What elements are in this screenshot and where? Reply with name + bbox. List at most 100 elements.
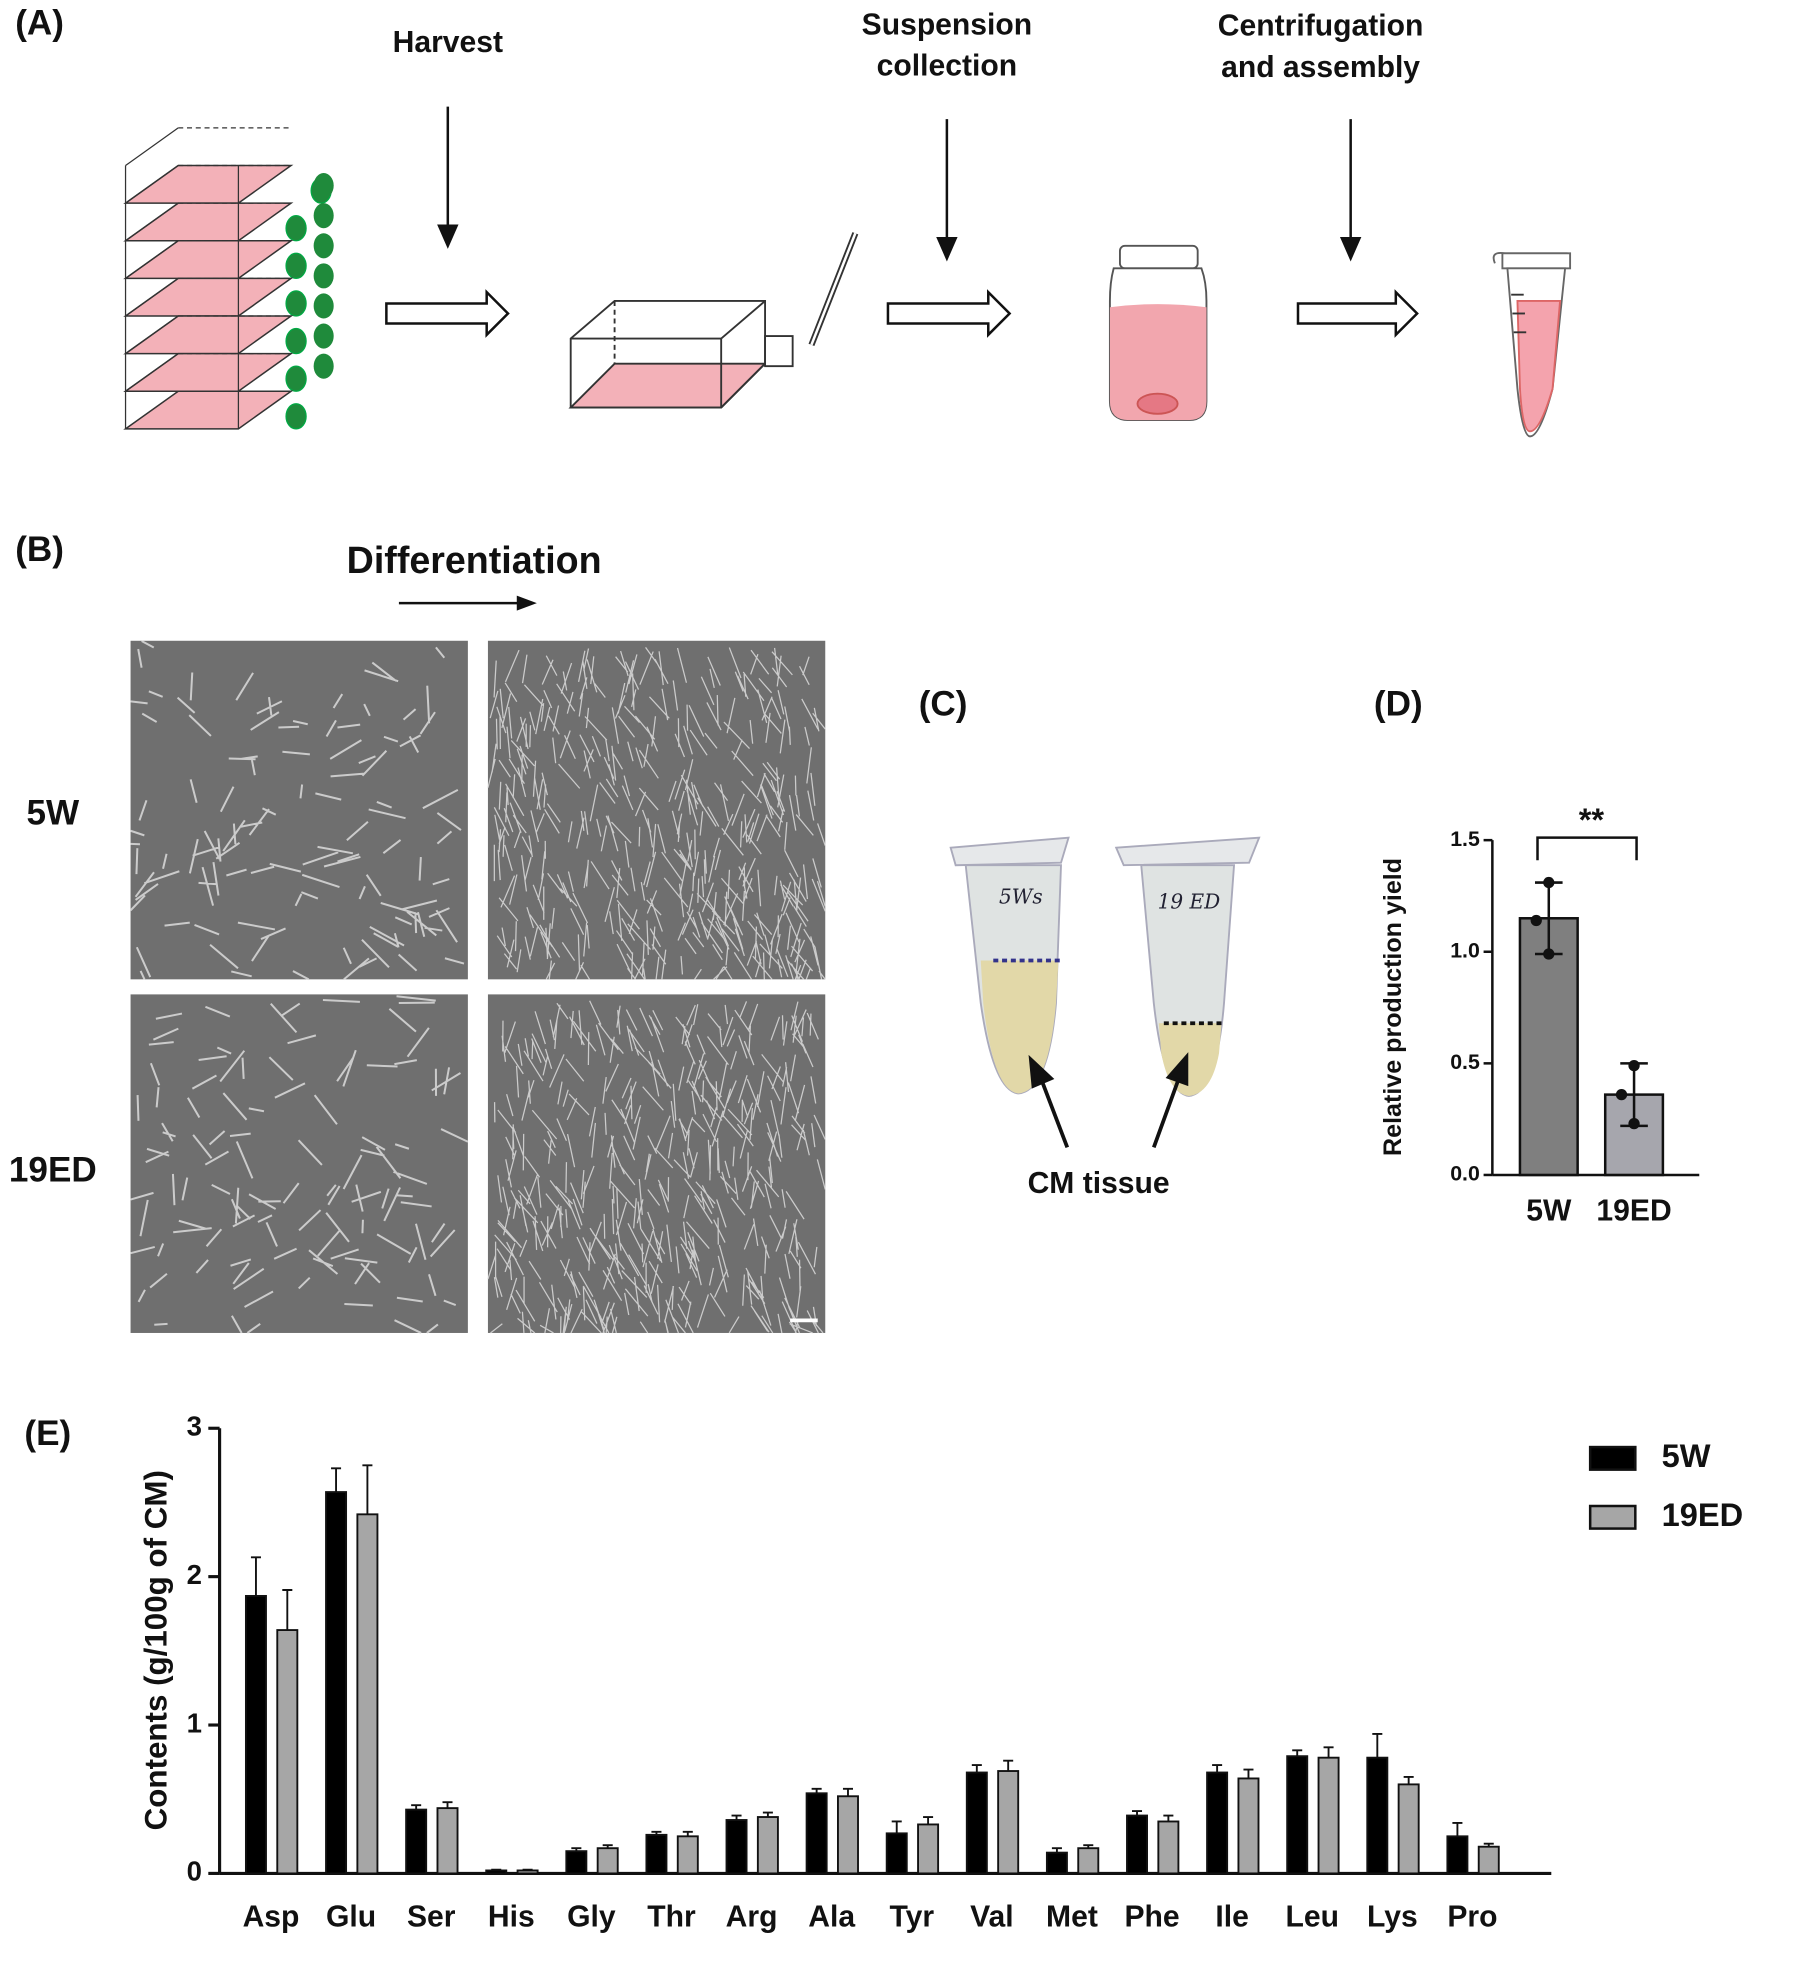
x-tick-label: Pro	[1447, 1901, 1497, 1934]
error-bar	[282, 1589, 293, 1631]
step-label: Suspension	[862, 8, 1032, 41]
cell-texture	[130, 995, 469, 1334]
bar	[885, 1832, 908, 1875]
flask-cap	[285, 365, 307, 392]
error-bar	[651, 1830, 662, 1835]
bar	[356, 1513, 379, 1875]
bar	[756, 1816, 779, 1875]
flask-edge	[125, 353, 179, 392]
tube-label: 5Ws	[999, 884, 1043, 908]
y-tick-label: 0	[187, 1856, 202, 1887]
bar	[917, 1823, 940, 1875]
bar	[1126, 1814, 1148, 1875]
bar	[276, 1629, 299, 1875]
error-bar	[1452, 1822, 1463, 1837]
flask-edge	[125, 202, 179, 242]
error-bar	[1083, 1844, 1094, 1849]
error-bar	[1212, 1764, 1223, 1773]
panel-label: (B)	[15, 530, 64, 569]
jar	[1108, 244, 1208, 422]
y-tick-label: 3	[187, 1411, 202, 1442]
bar	[596, 1847, 619, 1875]
bar	[837, 1795, 859, 1875]
error-bar	[250, 1556, 261, 1596]
flask-edge	[125, 127, 179, 167]
flask-cap	[313, 173, 334, 199]
bar	[1518, 917, 1579, 1177]
error-bar	[971, 1764, 982, 1773]
step-label: Centrifugation	[1218, 10, 1424, 43]
flask-cap	[313, 353, 334, 379]
x-tick-label: 5W	[1526, 1195, 1572, 1228]
y-axis-label: Relative production yield	[1379, 858, 1407, 1156]
panel-label: (E)	[24, 1414, 71, 1453]
tube	[1492, 251, 1572, 438]
error-bar	[491, 1868, 502, 1871]
single-flask	[568, 232, 859, 409]
flask-cap	[285, 252, 307, 280]
bar	[965, 1771, 988, 1875]
micrograph	[130, 640, 468, 980]
bar	[1446, 1835, 1469, 1875]
flask-cap	[285, 403, 307, 430]
error-bar	[1403, 1776, 1414, 1785]
flask-edge	[125, 240, 179, 279]
bar	[405, 1808, 428, 1875]
tissue-arrows	[1028, 1052, 1189, 1149]
x-tick-label: Thr	[647, 1901, 696, 1934]
x-tick-label: Ser	[407, 1901, 456, 1934]
error-bar	[1003, 1759, 1014, 1772]
error-bar	[362, 1464, 373, 1515]
bar	[1366, 1756, 1389, 1875]
x-tick-label: Phe	[1124, 1901, 1179, 1934]
flask-cap	[313, 323, 334, 349]
flask-edge	[125, 277, 179, 317]
panel-label: (C)	[919, 684, 968, 723]
y-axis-label: Contents (g/100g of CM)	[138, 1470, 173, 1830]
differentiation-label: Differentiation	[347, 539, 602, 581]
error-bar	[891, 1820, 902, 1834]
bar	[1237, 1777, 1260, 1875]
flask-layer	[123, 240, 294, 280]
x-tick-label: Leu	[1286, 1901, 1339, 1934]
x-tick-label: Lys	[1367, 1901, 1418, 1934]
sample-tubes	[949, 836, 1261, 1097]
flask-edge	[125, 165, 179, 204]
cell-texture	[487, 647, 826, 980]
legend-label: 19ED	[1662, 1496, 1744, 1533]
x-tick-label: Tyr	[889, 1901, 934, 1934]
error-bar	[1292, 1749, 1303, 1757]
bar	[1157, 1820, 1180, 1875]
data-point	[1615, 1088, 1628, 1101]
micrographs	[129, 640, 826, 1334]
bar	[485, 1869, 508, 1875]
flask-cap	[285, 327, 307, 355]
flask-cap	[285, 215, 307, 242]
data-point	[1543, 948, 1555, 960]
error-bar	[731, 1814, 742, 1820]
flask-layer	[123, 164, 294, 204]
panel-label: (A)	[15, 3, 64, 42]
cell-texture	[487, 1000, 826, 1334]
error-bar	[522, 1868, 533, 1871]
step-label: and assembly	[1221, 51, 1420, 84]
error-bar	[442, 1801, 453, 1809]
error-bar	[762, 1811, 773, 1818]
bar	[565, 1850, 588, 1875]
bar	[676, 1835, 699, 1875]
flask-cap	[313, 233, 334, 259]
flask-edge	[125, 315, 179, 355]
error-bar	[682, 1830, 693, 1837]
error-bar	[923, 1816, 934, 1825]
bar	[325, 1491, 348, 1875]
bar	[516, 1869, 539, 1875]
bar	[1286, 1755, 1309, 1875]
x-tick-label: Val	[970, 1901, 1014, 1934]
error-bar	[1372, 1732, 1383, 1758]
bar	[645, 1833, 668, 1875]
flask-cap	[313, 263, 334, 289]
y-tick-label: 0.0	[1450, 1162, 1480, 1186]
error-bar	[1243, 1768, 1254, 1779]
x-tick-label: His	[488, 1901, 535, 1934]
